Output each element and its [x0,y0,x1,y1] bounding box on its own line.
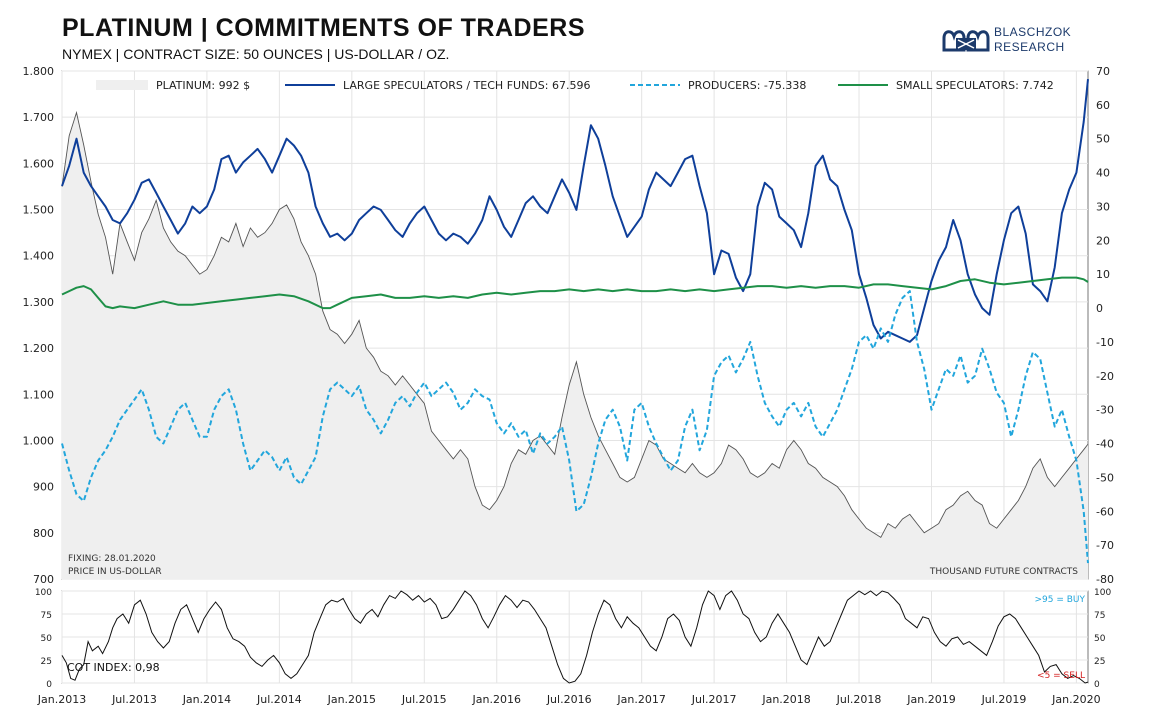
y-left-tick-label: 1.300 [23,296,55,309]
y-left-tick-label: 1.100 [23,388,55,401]
cot-y-left-tick-label: 75 [41,611,52,621]
y-right-tick-label: -10 [1096,336,1114,349]
platinum-price-line [61,110,1089,539]
sell-threshold-label: <5 = SELL [1037,671,1085,681]
cot-y-left-tick-label: 100 [35,588,52,598]
x-tick-label: Jul.2014 [256,693,302,706]
logo-text-line2: RESEARCH [994,40,1065,54]
y-right-tick-label: 30 [1096,200,1110,213]
x-tick-label: Jul.2018 [836,693,882,706]
cot-y-left-tick-label: 50 [41,634,53,644]
y-left-tick-label: 1.600 [23,157,55,170]
y-right-tick-label: 70 [1096,65,1110,78]
y-right-tick-label: -40 [1096,438,1114,451]
cot-y-right-tick-label: 75 [1094,611,1105,621]
y-right-tick-label: 50 [1096,133,1110,146]
buy-threshold-label: >95 = BUY [1034,595,1085,605]
x-tick-label: Jan.2019 [906,693,955,706]
x-tick-label: Jul.2017 [691,693,737,706]
y-left-tick-label: 900 [33,481,54,494]
x-tick-label: Jul.2016 [546,693,592,706]
x-tick-label: Jan.2020 [1051,693,1100,706]
logo-icon [942,30,990,52]
y-right-tick-label: -60 [1096,505,1114,518]
y-right-tick-label: 20 [1096,234,1110,247]
y-left-tick-label: 1.800 [23,65,55,78]
y-right-tick-label: -50 [1096,471,1114,484]
y-left-tick-label: 1.000 [23,434,55,447]
x-tick-label: Jan.2018 [761,693,810,706]
y-left-tick-label: 1.700 [23,111,55,124]
x-tick-label: Jan.2013 [37,693,86,706]
x-tick-label: Jan.2015 [327,693,376,706]
y-right-tick-label: 0 [1096,302,1103,315]
x-tick-label: Jul.2013 [111,693,157,706]
large-speculators-line [61,78,1089,343]
y-right-tick-label: 60 [1096,99,1110,112]
contracts-unit-note: THOUSAND FUTURE CONTRACTS [929,567,1078,577]
y-right-tick-label: -70 [1096,539,1114,552]
legend-label: PRODUCERS: -75.338 [688,79,806,92]
cot-y-right-tick-label: 0 [1094,680,1100,690]
cot-y-right-tick-label: 100 [1094,588,1111,598]
y-left-tick-label: 700 [33,573,54,586]
x-tick-label: Jul.2015 [401,693,447,706]
logo: BLASCHZOK RESEARCH [942,24,1071,58]
chart-subtitle: NYMEX | CONTRACT SIZE: 50 OUNCES | US-DO… [62,46,450,62]
y-left-tick-label: 1.500 [23,204,55,217]
small-speculators-line [61,276,1089,310]
y-right-tick-label: -30 [1096,404,1114,417]
platinum-price-area [62,112,1088,579]
cot-y-left-tick-label: 25 [41,657,52,667]
legend-label: PLATINUM: 992 $ [156,79,250,92]
y-left-tick-label: 800 [33,527,54,540]
y-right-tick-label: 40 [1096,167,1110,180]
price-unit-note: PRICE IN US-DOLLAR [68,567,162,577]
cot-y-right-tick-label: 50 [1094,634,1106,644]
y-left-tick-label: 1.200 [23,342,55,355]
x-tick-label: Jul.2019 [981,693,1027,706]
cot-y-right-tick-label: 25 [1094,657,1105,667]
y-right-tick-label: 10 [1096,268,1110,281]
legend-swatch-platinum [96,80,148,90]
x-tick-label: Jan.2014 [182,693,231,706]
logo-text-line1: BLASCHZOK [994,25,1072,39]
y-right-tick-label: -80 [1096,573,1114,586]
legend-label: SMALL SPECULATORS: 7.742 [896,79,1054,92]
x-tick-label: Jan.2017 [616,693,665,706]
y-left-tick-label: 1.400 [23,250,55,263]
cot-index-label: COT INDEX: 0,98 [67,661,160,674]
chart-title: PLATINUM | COMMITMENTS OF TRADERS [62,14,585,42]
fixing-note: FIXING: 28.01.2020 [68,554,156,564]
y-right-tick-label: -20 [1096,370,1114,383]
legend-label: LARGE SPECULATORS / TECH FUNDS: 67.596 [343,79,590,92]
cot-index-line [61,590,1089,684]
x-tick-label: Jan.2016 [472,693,521,706]
cot-y-left-tick-label: 0 [46,680,52,690]
